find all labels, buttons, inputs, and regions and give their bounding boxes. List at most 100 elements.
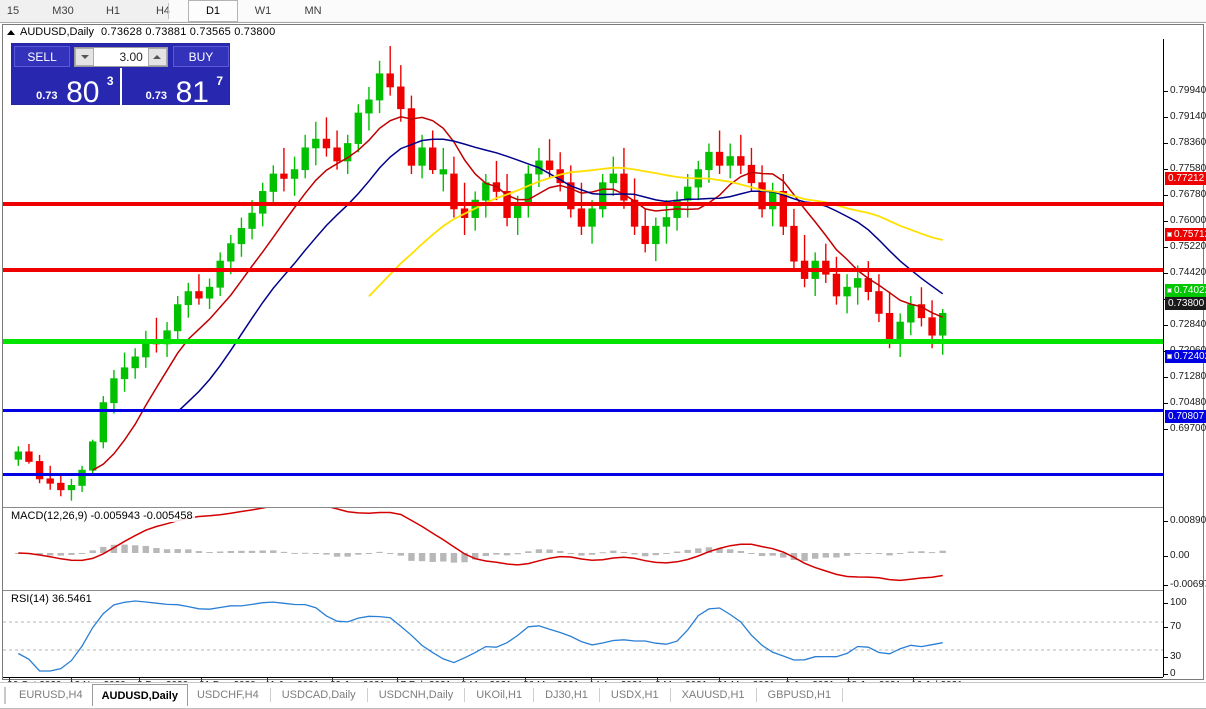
date-tick bbox=[525, 678, 526, 681]
timeframe-w1[interactable]: W1 bbox=[254, 5, 272, 17]
level-drag-handle[interactable] bbox=[1167, 288, 1172, 293]
tick-value: 0.00890 bbox=[1170, 515, 1206, 526]
chart-tab-audusd-daily[interactable]: AUDUSD,Daily bbox=[91, 684, 188, 706]
price-level-value: 0.75712 bbox=[1174, 229, 1206, 240]
timeframe-h4[interactable]: H4 bbox=[155, 5, 171, 17]
candlestick-series bbox=[14, 45, 947, 501]
price-tick: 0.76780 bbox=[1164, 189, 1206, 201]
tab-separator bbox=[598, 688, 600, 702]
volume-decrease-button[interactable] bbox=[75, 47, 95, 66]
macd-tick: -0.00697 bbox=[1164, 579, 1206, 591]
price-level-label[interactable]: 0.70807 bbox=[1165, 410, 1206, 423]
date-tick bbox=[9, 678, 10, 681]
price-tick: 0.78360 bbox=[1164, 137, 1206, 149]
timeframe-15[interactable]: 15 bbox=[6, 5, 20, 17]
sell-price-quote[interactable]: 0.73 80 3 bbox=[12, 68, 120, 109]
tick-value: -0.00697 bbox=[1170, 579, 1206, 590]
tick-value: 0.00 bbox=[1170, 550, 1190, 561]
tick-mark bbox=[1164, 429, 1168, 430]
macd-tick: 0.00890 bbox=[1164, 515, 1206, 527]
timeframe-buttons: 15 M30 H1 H4 D1 W1 MN bbox=[0, 0, 338, 22]
tick-value: 0.77580 bbox=[1170, 163, 1206, 174]
macd-tick: 0.00 bbox=[1164, 550, 1203, 562]
tick-mark bbox=[1164, 247, 1168, 248]
tick-value: 30 bbox=[1170, 651, 1182, 662]
price-level-label[interactable]: 0.75712 bbox=[1165, 228, 1206, 241]
tab-separator bbox=[755, 688, 757, 702]
level-drag-handle[interactable] bbox=[1167, 232, 1172, 237]
level-drag-handle[interactable] bbox=[1167, 354, 1172, 359]
sell-price-main: 80 bbox=[66, 76, 100, 109]
chart-tab-usdx-h1[interactable]: USDX,H1 bbox=[610, 689, 659, 701]
tick-value: 0.74420 bbox=[1170, 267, 1206, 278]
timeframe-toolbar: 15 M30 H1 H4 D1 W1 MN bbox=[0, 0, 1206, 23]
tick-mark bbox=[1164, 657, 1168, 658]
tick-value: 0.79140 bbox=[1170, 111, 1206, 122]
price-level-value: 0.74022 bbox=[1174, 285, 1206, 296]
one-click-trading-panel[interactable]: SELL 3.00 BUY 0.73 80 3 0.73 81 7 bbox=[11, 43, 230, 109]
price-pane[interactable] bbox=[3, 39, 1163, 505]
price-tick: 0.74420 bbox=[1164, 267, 1206, 279]
timeframe-d1[interactable]: D1 bbox=[188, 0, 238, 22]
timeframe-mn[interactable]: MN bbox=[304, 5, 322, 17]
level-line-support-green[interactable] bbox=[3, 339, 1163, 344]
price-level-label[interactable]: 0.74022 bbox=[1165, 284, 1206, 297]
date-tick bbox=[591, 678, 592, 681]
rsi-series bbox=[3, 600, 1163, 672]
timeframe-m30[interactable]: M30 bbox=[52, 5, 74, 17]
price-tick: 0.69700 bbox=[1164, 423, 1206, 435]
chart-ohlc-values: 0.73628 0.73881 0.73565 0.73800 bbox=[100, 26, 276, 38]
buy-price-main: 81 bbox=[175, 76, 209, 109]
tick-value: 0.76000 bbox=[1170, 215, 1206, 226]
price-tick: 0.72840 bbox=[1164, 319, 1206, 331]
price-level-label[interactable]: 0.73800 bbox=[1165, 297, 1206, 310]
tick-mark bbox=[1164, 377, 1168, 378]
chart-tab-dj30-h1[interactable]: DJ30,H1 bbox=[545, 689, 588, 701]
level-line-support-blue-2[interactable] bbox=[3, 473, 1163, 476]
tab-separator bbox=[366, 688, 368, 702]
macd-pane[interactable]: MACD(12,26,9) -0.005943 -0.005458 bbox=[3, 507, 1163, 590]
price-level-label[interactable]: 0.72402 bbox=[1165, 350, 1206, 363]
sell-price-fraction: 3 bbox=[106, 74, 114, 88]
volume-increase-button[interactable] bbox=[147, 47, 167, 66]
toolbar-empty-area bbox=[169, 0, 1206, 21]
tick-mark bbox=[1164, 674, 1168, 675]
price-level-label[interactable]: 0.77212 bbox=[1165, 172, 1206, 185]
quote-separator bbox=[119, 68, 122, 105]
tab-separator bbox=[464, 688, 466, 702]
volume-value[interactable]: 3.00 bbox=[119, 49, 143, 64]
price-scale[interactable]: 0.79940 0.79140 0.78360 0.77580 0.76780 0.760… bbox=[1163, 39, 1206, 679]
chart-tab-ukoil-h1[interactable]: UKOil,H1 bbox=[476, 689, 523, 701]
chart-tab-usdcnh-daily[interactable]: USDCNH,Daily bbox=[378, 689, 454, 701]
chart-window: AUDUSD,Daily 0.73628 0.73881 0.73565 0.7… bbox=[2, 24, 1206, 691]
tick-mark bbox=[1164, 521, 1168, 522]
price-tick: 0.77580 bbox=[1164, 163, 1206, 175]
level-line-resistance-1[interactable] bbox=[3, 202, 1163, 206]
tick-mark bbox=[1164, 403, 1168, 404]
chart-tab-xauusd-h1[interactable]: XAUUSD,H1 bbox=[681, 689, 745, 701]
buy-price-quote[interactable]: 0.73 81 7 bbox=[122, 68, 230, 109]
tick-mark bbox=[1164, 143, 1168, 144]
timeframe-h1[interactable]: H1 bbox=[105, 5, 121, 17]
volume-input[interactable]: 3.00 bbox=[74, 46, 168, 67]
date-tick bbox=[913, 678, 914, 681]
sell-button[interactable]: SELL bbox=[14, 46, 71, 67]
date-tick bbox=[848, 678, 849, 681]
tick-mark bbox=[1164, 585, 1168, 586]
one-click-quotes-row: 0.73 80 3 0.73 81 7 bbox=[12, 68, 230, 109]
collapse-triangle-icon[interactable] bbox=[7, 29, 15, 35]
chart-tab-usdcad-daily[interactable]: USDCAD,Daily bbox=[281, 689, 356, 701]
chart-tab-eurusd-h4[interactable]: EURUSD,H4 bbox=[19, 689, 83, 701]
chart-tab-gbpusd-h1[interactable]: GBPUSD,H1 bbox=[767, 689, 832, 701]
rsi-pane[interactable]: RSI(14) 36.5461 bbox=[3, 590, 1163, 678]
price-level-value: 0.70807 bbox=[1168, 411, 1205, 422]
date-tick bbox=[332, 678, 333, 681]
level-line-support-blue-1[interactable] bbox=[3, 409, 1163, 412]
tab-separator bbox=[533, 688, 535, 702]
tick-mark bbox=[1164, 325, 1168, 326]
price-tick: 0.76000 bbox=[1164, 215, 1206, 227]
chart-tab-usdchf-h4[interactable]: USDCHF,H4 bbox=[196, 689, 259, 701]
level-line-resistance-2[interactable] bbox=[3, 268, 1163, 272]
date-tick bbox=[787, 678, 788, 681]
buy-button[interactable]: BUY bbox=[172, 46, 229, 67]
